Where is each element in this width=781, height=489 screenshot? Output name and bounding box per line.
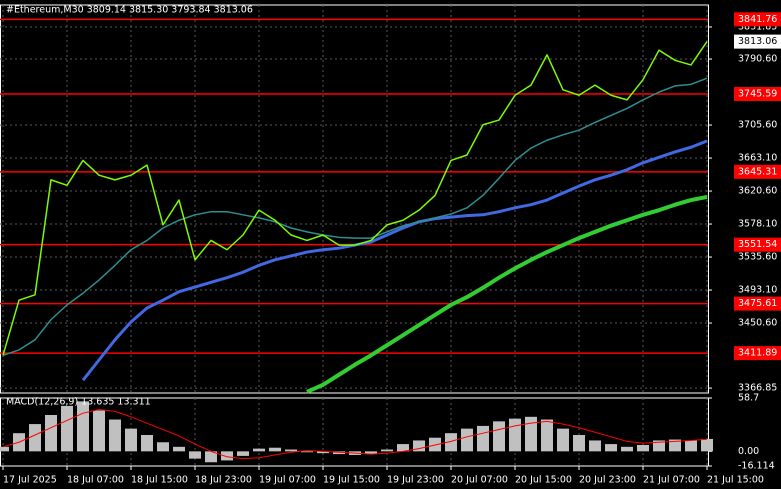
histogram-bar — [461, 428, 473, 452]
x-tick-label: 20 Jul 23:00 — [579, 475, 636, 486]
histogram-bar — [93, 410, 105, 452]
histogram-bar — [653, 440, 665, 452]
histogram-bar — [525, 416, 537, 452]
histogram-bar — [109, 419, 121, 452]
histogram-bar — [589, 440, 601, 452]
histogram-bar — [701, 438, 713, 452]
histogram-bar — [669, 439, 681, 452]
y-tick-label: 3366.85 — [738, 383, 777, 394]
histogram-bar — [45, 414, 57, 452]
x-tick-label: 21 Jul 15:00 — [707, 475, 764, 486]
y-tick-label: -16.114 — [738, 461, 775, 472]
histogram-bar — [317, 451, 329, 454]
y-tick-label: 3663.10 — [738, 153, 777, 164]
x-tick-label: 21 Jul 07:00 — [643, 475, 700, 486]
y-tick-label: 3705.60 — [738, 120, 777, 131]
histogram-bar — [301, 451, 313, 453]
histogram-bar — [621, 446, 633, 452]
histogram-bar — [413, 440, 425, 452]
histogram-bar — [573, 434, 585, 452]
moving-average — [2, 77, 708, 357]
level-label-box — [734, 164, 781, 179]
price-label-box — [734, 34, 781, 49]
x-tick-label: 19 Jul 15:00 — [323, 475, 380, 486]
level-label-box — [734, 237, 781, 252]
y-tick-label: 58.7 — [738, 393, 759, 404]
level-label: 3745.59 — [738, 88, 777, 99]
level-label-box — [734, 296, 781, 311]
histogram-bar — [221, 451, 233, 461]
y-tick-label: 3578.10 — [738, 219, 777, 230]
level-label: 3475.61 — [738, 298, 777, 309]
histogram-bar — [269, 447, 281, 452]
x-tick-label: 19 Jul 23:00 — [387, 475, 444, 486]
histogram-bar — [0, 446, 9, 452]
histogram-bar — [173, 446, 185, 452]
histogram-bar — [605, 444, 617, 452]
level-label: 3645.31 — [738, 166, 777, 177]
level-label: 3551.54 — [738, 239, 777, 250]
histogram-bar — [541, 419, 553, 452]
y-tick-label: 3790.60 — [738, 54, 777, 65]
signal-line — [2, 409, 708, 460]
histogram-bar — [125, 428, 137, 452]
histogram-bar — [237, 451, 249, 456]
x-tick-label: 19 Jul 07:00 — [259, 475, 316, 486]
moving-average — [81, 139, 708, 382]
histogram-bar — [397, 444, 409, 452]
level-label-box — [734, 86, 781, 101]
level-label: 3841.76 — [738, 14, 777, 25]
x-tick-label: 18 Jul 07:00 — [67, 475, 124, 486]
panel-frame — [0, 4, 709, 394]
histogram-bar — [509, 418, 521, 452]
x-tick-label: 18 Jul 15:00 — [131, 475, 188, 486]
histogram-bar — [381, 449, 393, 452]
level-label-box — [734, 12, 781, 27]
histogram-bar — [29, 424, 41, 452]
y-tick-label: 3535.60 — [738, 252, 777, 263]
histogram-bar — [477, 425, 489, 452]
histogram-bar — [637, 444, 649, 452]
y-tick-label: 0.00 — [738, 446, 759, 457]
histogram-bar — [77, 401, 89, 452]
y-tick-label: 3493.10 — [738, 285, 777, 296]
x-tick-label: 18 Jul 23:00 — [195, 475, 252, 486]
histogram-bar — [61, 405, 73, 452]
histogram-bar — [205, 451, 217, 463]
y-tick-label: 3831.85 — [738, 22, 777, 33]
x-tick-label: 20 Jul 15:00 — [515, 475, 572, 486]
price-line — [2, 41, 708, 356]
panel-frame — [0, 397, 709, 467]
histogram-bar — [141, 434, 153, 452]
histogram-bar — [189, 451, 201, 459]
x-tick-label: 20 Jul 07:00 — [451, 475, 508, 486]
histogram-bar — [493, 421, 505, 452]
chart-title: #Ethereum,M30 3809.14 3815.30 3793.84 38… — [6, 5, 253, 16]
histogram-bar — [557, 428, 569, 452]
macd-title: MACD(12,26,9) 13.635 13.311 — [6, 397, 151, 408]
histogram-bar — [157, 442, 169, 452]
level-label: 3411.89 — [738, 348, 777, 359]
histogram-bar — [685, 440, 697, 452]
price-label: 3813.06 — [738, 36, 777, 47]
histogram-bar — [285, 449, 297, 452]
y-tick-label: 3450.60 — [738, 318, 777, 329]
histogram-bar — [445, 433, 457, 452]
moving-average — [306, 194, 708, 394]
histogram-bar — [253, 448, 265, 452]
histogram-bar — [365, 451, 377, 455]
level-label-box — [734, 346, 781, 361]
x-tick-label: 17 Jul 2025 — [3, 475, 57, 486]
y-tick-label: 3620.60 — [738, 186, 777, 197]
